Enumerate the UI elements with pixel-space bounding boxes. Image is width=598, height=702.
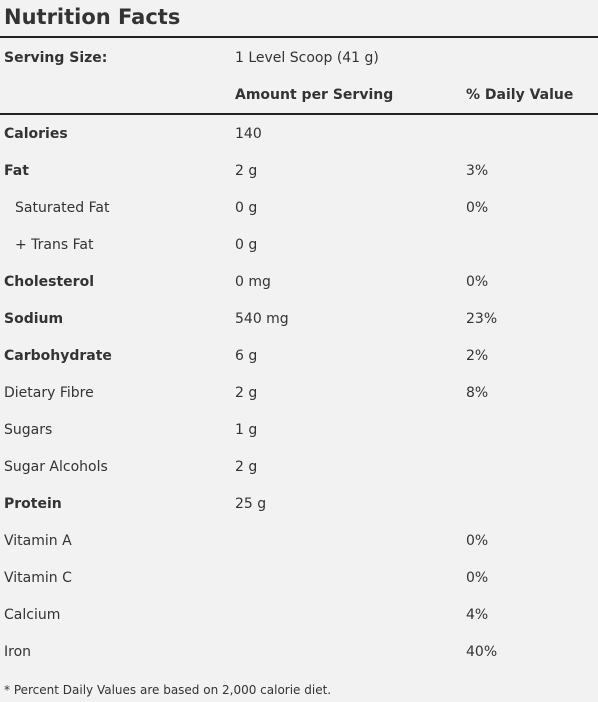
amount: 140	[235, 126, 262, 142]
row-label: Saturated Fat	[15, 200, 110, 216]
daily-value: 23%	[466, 311, 498, 327]
amount: 2 g	[235, 385, 258, 401]
row-label: Vitamin C	[4, 570, 72, 586]
column-header: Amount per Serving	[235, 87, 394, 103]
amount: 2 g	[235, 163, 258, 179]
column-header: % Daily Value	[466, 87, 574, 103]
row-label: Carbohydrate	[4, 348, 112, 364]
row-label: + Trans Fat	[15, 237, 94, 253]
daily-value: 8%	[466, 385, 489, 401]
amount: 1 g	[235, 422, 258, 438]
daily-value: 0%	[466, 570, 489, 586]
row-label: Fat	[4, 163, 29, 179]
amount: 540 mg	[235, 311, 289, 327]
amount: 0 g	[235, 200, 258, 216]
title: Nutrition Facts	[4, 5, 181, 29]
daily-value: 0%	[466, 533, 489, 549]
row-label: Calories	[4, 126, 68, 142]
daily-value: 3%	[466, 163, 489, 179]
serving-label: Serving Size:	[4, 50, 108, 66]
row-label: Protein	[4, 496, 62, 512]
row-label: Calcium	[4, 607, 61, 623]
row-label: Sugar Alcohols	[4, 459, 108, 475]
amount: 2 g	[235, 459, 258, 475]
amount: 0 mg	[235, 274, 271, 290]
amount: 6 g	[235, 348, 258, 364]
daily-value: 40%	[466, 644, 498, 660]
daily-value: 0%	[466, 200, 489, 216]
serving-value: 1 Level Scoop (41 g)	[235, 50, 379, 66]
amount: 0 g	[235, 237, 258, 253]
daily-value: 2%	[466, 348, 489, 364]
divider	[0, 36, 598, 38]
divider	[0, 113, 598, 115]
row-label: Dietary Fibre	[4, 385, 94, 401]
row-label: Cholesterol	[4, 274, 94, 290]
row-label: Iron	[4, 644, 32, 660]
row-label: Sugars	[4, 422, 53, 438]
daily-value: 0%	[466, 274, 489, 290]
amount: 25 g	[235, 496, 267, 512]
daily-value: 4%	[466, 607, 489, 623]
row-label: Vitamin A	[4, 533, 72, 549]
footnote: * Percent Daily Values are based on 2,00…	[4, 683, 332, 697]
row-label: Sodium	[4, 311, 64, 327]
